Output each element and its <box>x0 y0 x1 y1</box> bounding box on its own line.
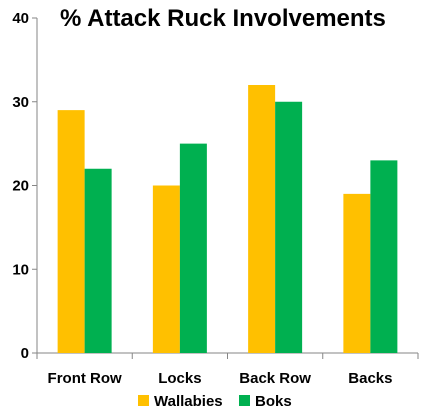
y-tick-label: 10 <box>12 261 29 278</box>
x-category-label: Backs <box>348 370 392 387</box>
x-category-label: Back Row <box>239 370 311 387</box>
bar-wallabies-backs <box>343 193 371 353</box>
y-tick-label: 30 <box>12 94 29 111</box>
bar-boks-locks <box>179 143 207 353</box>
bar-boks-back-row <box>275 101 303 353</box>
bars <box>57 85 398 353</box>
legend: Wallabies Boks <box>138 393 292 410</box>
x-category-label: Locks <box>158 370 201 387</box>
y-tick-label: 20 <box>12 178 29 195</box>
bar-wallabies-back-row <box>248 85 276 353</box>
x-category-label: Front Row <box>48 370 122 387</box>
x-tick-labels: Front Row Locks Back Row Backs <box>48 370 393 387</box>
y-tick-label: 0 <box>21 345 29 362</box>
bar-wallabies-locks <box>152 185 180 353</box>
bar-boks-backs <box>370 160 398 353</box>
bar-boks-front-row <box>84 168 112 353</box>
y-tick-labels: 0 10 20 30 40 <box>12 10 29 362</box>
chart-title: % Attack Ruck Involvements <box>60 5 386 32</box>
legend-swatch-boks <box>239 395 250 406</box>
legend-label-boks: Boks <box>255 393 292 410</box>
bar-wallabies-front-row <box>57 110 85 353</box>
legend-swatch-wallabies <box>138 395 149 406</box>
y-tick-label: 40 <box>12 10 29 27</box>
legend-label-wallabies: Wallabies <box>154 393 223 410</box>
